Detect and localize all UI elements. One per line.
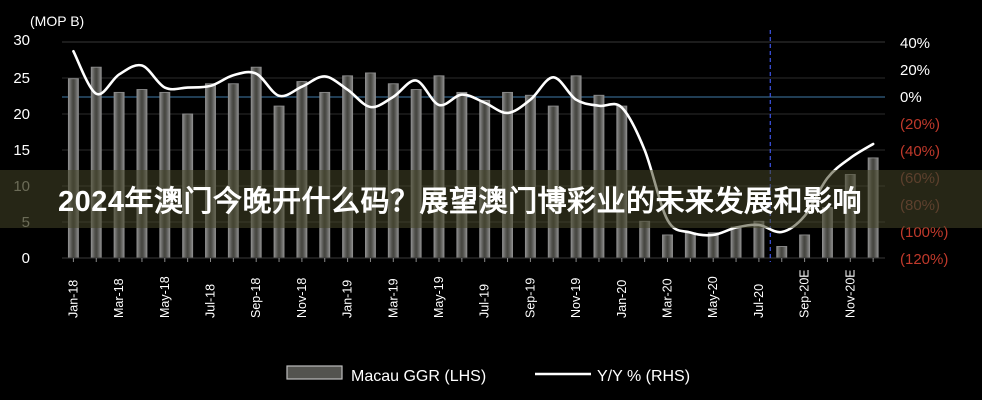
- svg-text:Jan-19: Jan-19: [341, 280, 355, 318]
- svg-text:Sep-18: Sep-18: [249, 278, 263, 318]
- svg-text:Jan-18: Jan-18: [66, 280, 80, 318]
- svg-text:Nov-19: Nov-19: [569, 278, 583, 318]
- svg-text:0%: 0%: [900, 89, 922, 106]
- svg-text:Jul-19: Jul-19: [478, 284, 492, 318]
- svg-text:Jan-20: Jan-20: [615, 280, 629, 318]
- svg-text:Nov-20E: Nov-20E: [843, 269, 857, 318]
- svg-text:May-18: May-18: [158, 276, 172, 318]
- svg-text:30: 30: [13, 32, 30, 49]
- svg-text:May-20: May-20: [706, 276, 720, 318]
- svg-text:25: 25: [13, 70, 30, 87]
- svg-text:(MOP B): (MOP B): [30, 13, 84, 29]
- svg-text:Sep-20E: Sep-20E: [798, 269, 812, 318]
- svg-text:15: 15: [13, 142, 30, 159]
- svg-text:(20%): (20%): [900, 116, 940, 133]
- svg-text:Jul-20: Jul-20: [752, 284, 766, 318]
- svg-text:0: 0: [22, 250, 30, 267]
- svg-text:May-19: May-19: [432, 276, 446, 318]
- svg-text:(40%): (40%): [900, 143, 940, 160]
- svg-text:Jul-18: Jul-18: [204, 284, 218, 318]
- svg-text:20%: 20%: [900, 62, 930, 79]
- svg-text:20: 20: [13, 106, 30, 123]
- svg-text:Macau GGR (LHS): Macau GGR (LHS): [351, 368, 486, 385]
- svg-text:Mar-20: Mar-20: [661, 278, 675, 318]
- svg-text:Nov-18: Nov-18: [295, 278, 309, 318]
- svg-text:Y/Y % (RHS): Y/Y % (RHS): [597, 368, 690, 385]
- svg-text:Sep-19: Sep-19: [523, 278, 537, 318]
- svg-text:(120%): (120%): [900, 251, 948, 268]
- svg-text:Mar-18: Mar-18: [112, 278, 126, 318]
- svg-text:40%: 40%: [900, 35, 930, 52]
- svg-text:Mar-19: Mar-19: [386, 278, 400, 318]
